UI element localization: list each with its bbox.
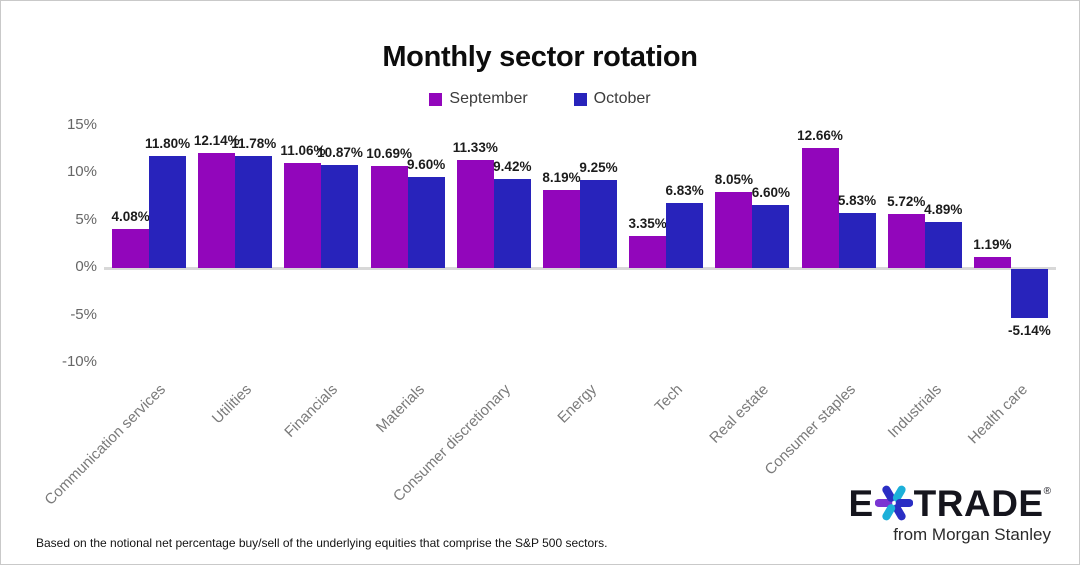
- bar-value-label: 9.25%: [579, 160, 618, 176]
- legend-item-october: October: [573, 90, 651, 108]
- bar-value-label: 4.89%: [924, 201, 963, 217]
- bar-value-label: 6.60%: [751, 185, 790, 201]
- bar-september-2: [284, 162, 322, 268]
- bar-october-0: [149, 155, 187, 268]
- bar-value-label: 8.05%: [714, 171, 753, 187]
- bar-september-6: [629, 236, 667, 268]
- bar-value-label: -5.14%: [1008, 322, 1051, 338]
- bar-value-label: 3.35%: [628, 216, 667, 232]
- legend-item-september: September: [429, 90, 528, 108]
- x-axis-label: Financials: [281, 381, 342, 441]
- x-axis-label: Consumer staples: [761, 381, 859, 479]
- legend-label-september: September: [449, 90, 528, 107]
- bar-september-3: [370, 166, 408, 268]
- x-axis-label: Communication services: [41, 381, 170, 509]
- y-axis-tick-label: -5%: [70, 305, 97, 323]
- x-axis-label: Energy: [554, 381, 601, 427]
- bar-value-label: 11.80%: [145, 135, 191, 151]
- bar-october-5: [580, 180, 617, 268]
- x-axis-label: Utilities: [209, 381, 256, 428]
- bar-september-10: [973, 256, 1011, 268]
- bar-september-0: [112, 229, 150, 268]
- bar-september-1: [198, 152, 236, 268]
- y-axis-tick-label: -10%: [61, 353, 97, 370]
- bar-value-label: 5.72%: [887, 193, 926, 209]
- x-axis-label: Materials: [372, 381, 428, 437]
- y-axis-tick-label: 0%: [75, 258, 97, 275]
- legend-swatch-october: [573, 92, 587, 106]
- bar-october-3: [407, 176, 445, 268]
- bar-value-label: 8.19%: [542, 170, 581, 186]
- bar-september-4: [456, 160, 494, 268]
- bar-october-7: [752, 205, 790, 268]
- bar-october-6: [666, 203, 704, 268]
- x-axis-zero-line: [104, 267, 1056, 270]
- bar-value-label: 11.78%: [231, 136, 277, 152]
- bar-value-label: 1.19%: [973, 236, 1012, 252]
- bar-value-label: 11.06%: [280, 142, 326, 158]
- bar-september-7: [715, 191, 753, 268]
- bar-october-1: [235, 156, 273, 268]
- etrade-asterisk-icon: [874, 485, 913, 521]
- bar-october-9: [924, 221, 962, 268]
- etrade-logo-trade: TRADE: [913, 482, 1044, 524]
- bar-value-label: 4.08%: [111, 209, 150, 225]
- bar-value-label: 6.83%: [665, 183, 704, 199]
- bar-september-9: [887, 213, 925, 268]
- chart-title: Monthly sector rotation: [382, 41, 698, 73]
- bar-september-5: [543, 190, 580, 268]
- etrade-logo-e: E: [848, 482, 874, 524]
- x-axis-label: Real estate: [706, 381, 773, 447]
- footnote: Based on the notional net percentage buy…: [36, 536, 608, 550]
- x-axis-label: Tech: [651, 381, 687, 416]
- etrade-logo-wordmark: E TRADE ®: [848, 484, 1051, 522]
- y-axis-tick-label: 15%: [66, 115, 97, 133]
- etrade-logo-tagline: from Morgan Stanley: [893, 525, 1051, 544]
- y-axis-tick-label: 5%: [75, 210, 97, 228]
- legend: September October: [1, 90, 1079, 108]
- bar-value-label: 9.60%: [406, 156, 446, 172]
- bar-september-8: [801, 147, 839, 268]
- bar-value-label: 12.14%: [193, 132, 240, 148]
- bar-value-label: 12.66%: [797, 127, 843, 143]
- bar-october-2: [321, 164, 359, 268]
- etrade-logo: E TRADE ® from Morgan Stanley: [848, 484, 1051, 545]
- bar-october-8: [838, 212, 876, 268]
- bar-value-label: 10.69%: [366, 146, 413, 162]
- x-axis-label: Consumer discretionary: [389, 381, 514, 506]
- bar-value-label: 5.83%: [837, 192, 877, 208]
- bar-value-label: 10.87%: [317, 144, 363, 160]
- bar-value-label: 11.33%: [452, 140, 498, 156]
- bar-october-4: [493, 178, 531, 268]
- registered-trademark-symbol: ®: [1043, 486, 1051, 497]
- legend-label-october: October: [593, 90, 651, 107]
- bar-value-label: 9.42%: [493, 158, 532, 174]
- bar-october-10: [1010, 269, 1048, 318]
- y-axis-tick-label: 10%: [66, 163, 97, 180]
- legend-swatch-september: [429, 92, 443, 106]
